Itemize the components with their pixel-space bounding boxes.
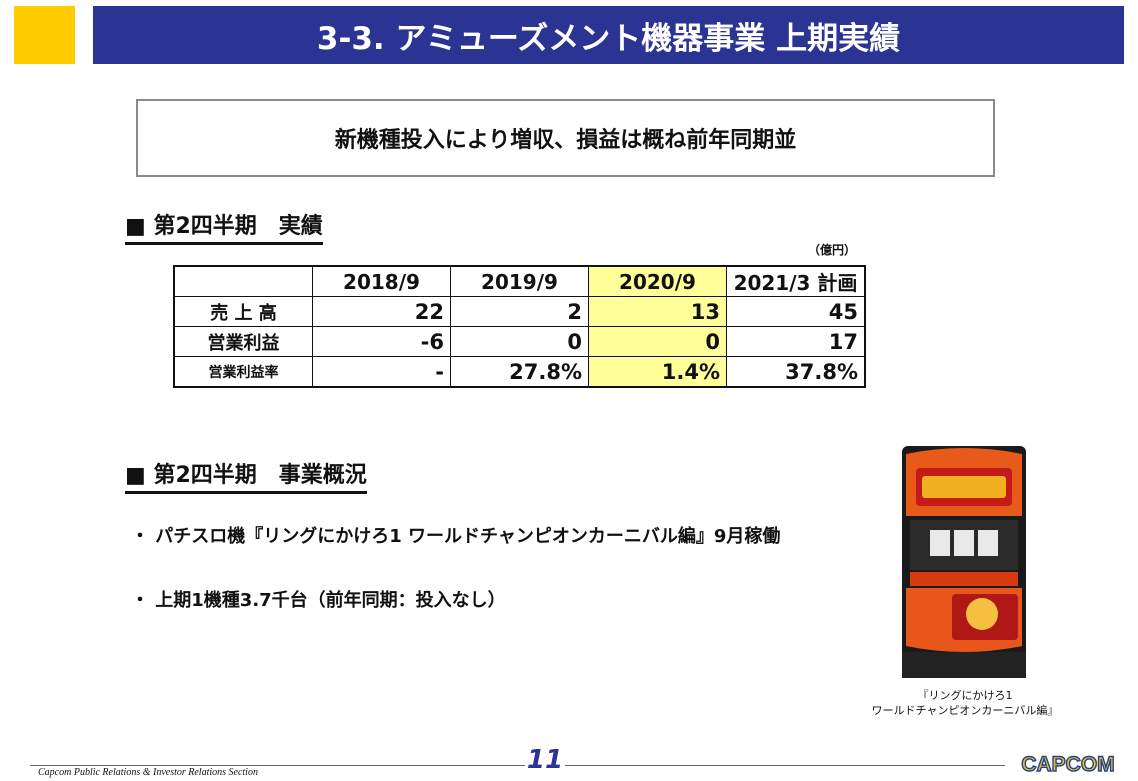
table-header-row: 2018/9 2019/9 2020/9 2021/3 計画 (173, 265, 866, 297)
table-cell: 1.4% (588, 356, 727, 388)
row-label: 営業利益 (173, 326, 313, 357)
table-cell: 17 (726, 326, 866, 357)
results-heading: ■ 第2四半期 実績 (125, 213, 323, 245)
table-cell: 0 (588, 326, 727, 357)
table-header-cell (173, 265, 313, 297)
page-number-text: 11 (526, 745, 564, 775)
summary-box: 新機種投入により増収、損益は概ね前年同期並 (136, 99, 995, 177)
row-label: 営業利益率 (173, 356, 313, 388)
row-label: 売 上 高 (173, 296, 313, 327)
results-table: 2018/9 2019/9 2020/9 2021/3 計画 売 上 高 22 … (173, 265, 866, 388)
unit-label: （億円） (808, 243, 857, 257)
table-header-cell: 2020/9 (588, 265, 727, 297)
table-header-cell: 2021/3 計画 (726, 265, 866, 297)
capcom-logo: CAPCOM (1021, 752, 1116, 776)
image-caption: 『リングにかけろ1 ワールドチャンピオンカーニバル編』 (860, 688, 1070, 718)
table-cell: -6 (312, 326, 451, 357)
table-cell: 13 (588, 296, 727, 327)
summary-text: 新機種投入により増収、損益は概ね前年同期並 (334, 128, 797, 153)
table-row: 営業利益率 - 27.8% 1.4% 37.8% (173, 356, 866, 388)
slot-machine-image (902, 446, 1026, 678)
bullet-item: ・ パチスロ機『リングにかけろ1 ワールドチャンピオンカーニバル編』9月稼働 (131, 526, 781, 547)
footer-text: Capcom Public Relations & Investor Relat… (38, 767, 258, 778)
table-cell: 37.8% (726, 356, 866, 388)
table-cell: 45 (726, 296, 866, 327)
table-row: 売 上 高 22 2 13 45 (173, 296, 866, 327)
table-header-cell: 2019/9 (450, 265, 589, 297)
table-cell: - (312, 356, 451, 388)
table-cell: 2 (450, 296, 589, 327)
logo-text: CAPCOM (1021, 753, 1114, 776)
caption-line: ワールドチャンピオンカーニバル編』 (871, 704, 1059, 717)
caption-line: 『リングにかけろ1 (917, 689, 1013, 702)
table-cell: 27.8% (450, 356, 589, 388)
accent-square (14, 6, 75, 64)
table-cell: 22 (312, 296, 451, 327)
table-header-cell: 2018/9 (312, 265, 451, 297)
page-number: 11 (525, 745, 565, 779)
bullet-item: ・ 上期1機種3.7千台（前年同期：投入なし） (131, 590, 506, 611)
footer-divider (30, 765, 1005, 766)
table-cell: 0 (450, 326, 589, 357)
page-title: 3-3. アミューズメント機器事業 上期実績 (93, 6, 1124, 64)
overview-heading: ■ 第2四半期 事業概況 (125, 462, 367, 494)
table-row: 営業利益 -6 0 0 17 (173, 326, 866, 357)
